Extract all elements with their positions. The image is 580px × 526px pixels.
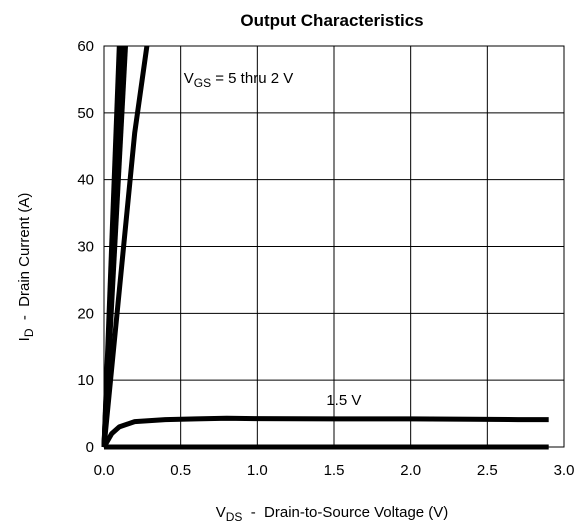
x-tick-label: 2.0 — [400, 462, 421, 479]
x-axis-label: VDS - Drain-to-Source Voltage (V) — [216, 504, 449, 524]
series-line — [101, 45, 150, 448]
x-tick-label: 3.0 — [554, 462, 575, 479]
annotations: VGS = 5 thru 2 V 1.5 V — [184, 70, 362, 409]
x-tick-label: 0.5 — [170, 462, 191, 479]
series-group — [101, 45, 549, 450]
y-axis-label: ID - Drain Current (A) — [16, 193, 36, 342]
y-tick-label: 60 — [77, 38, 94, 55]
series-line — [101, 45, 128, 448]
x-tick-label: 0.0 — [94, 462, 115, 479]
y-tick-label: 40 — [77, 172, 94, 189]
x-tick-labels: 0.0 0.5 1.0 1.5 2.0 2.5 3.0 — [94, 462, 575, 479]
y-tick-label: 10 — [77, 372, 94, 389]
annotation-vgs: VGS = 5 thru 2 V — [184, 70, 294, 90]
x-tick-label: 2.5 — [477, 462, 498, 479]
series-line — [101, 415, 549, 449]
y-tick-label: 20 — [77, 305, 94, 322]
y-tick-label: 50 — [77, 105, 94, 122]
y-tick-label: 30 — [77, 239, 94, 256]
annotation-v15: 1.5 V — [326, 392, 361, 409]
y-tick-labels: 0 10 20 30 40 50 60 — [77, 38, 94, 456]
x-tick-label: 1.5 — [324, 462, 345, 479]
x-tick-label: 1.0 — [247, 462, 268, 479]
chart-title: Output Characteristics — [240, 11, 423, 30]
y-tick-label: 0 — [86, 439, 94, 456]
grid — [103, 45, 565, 448]
